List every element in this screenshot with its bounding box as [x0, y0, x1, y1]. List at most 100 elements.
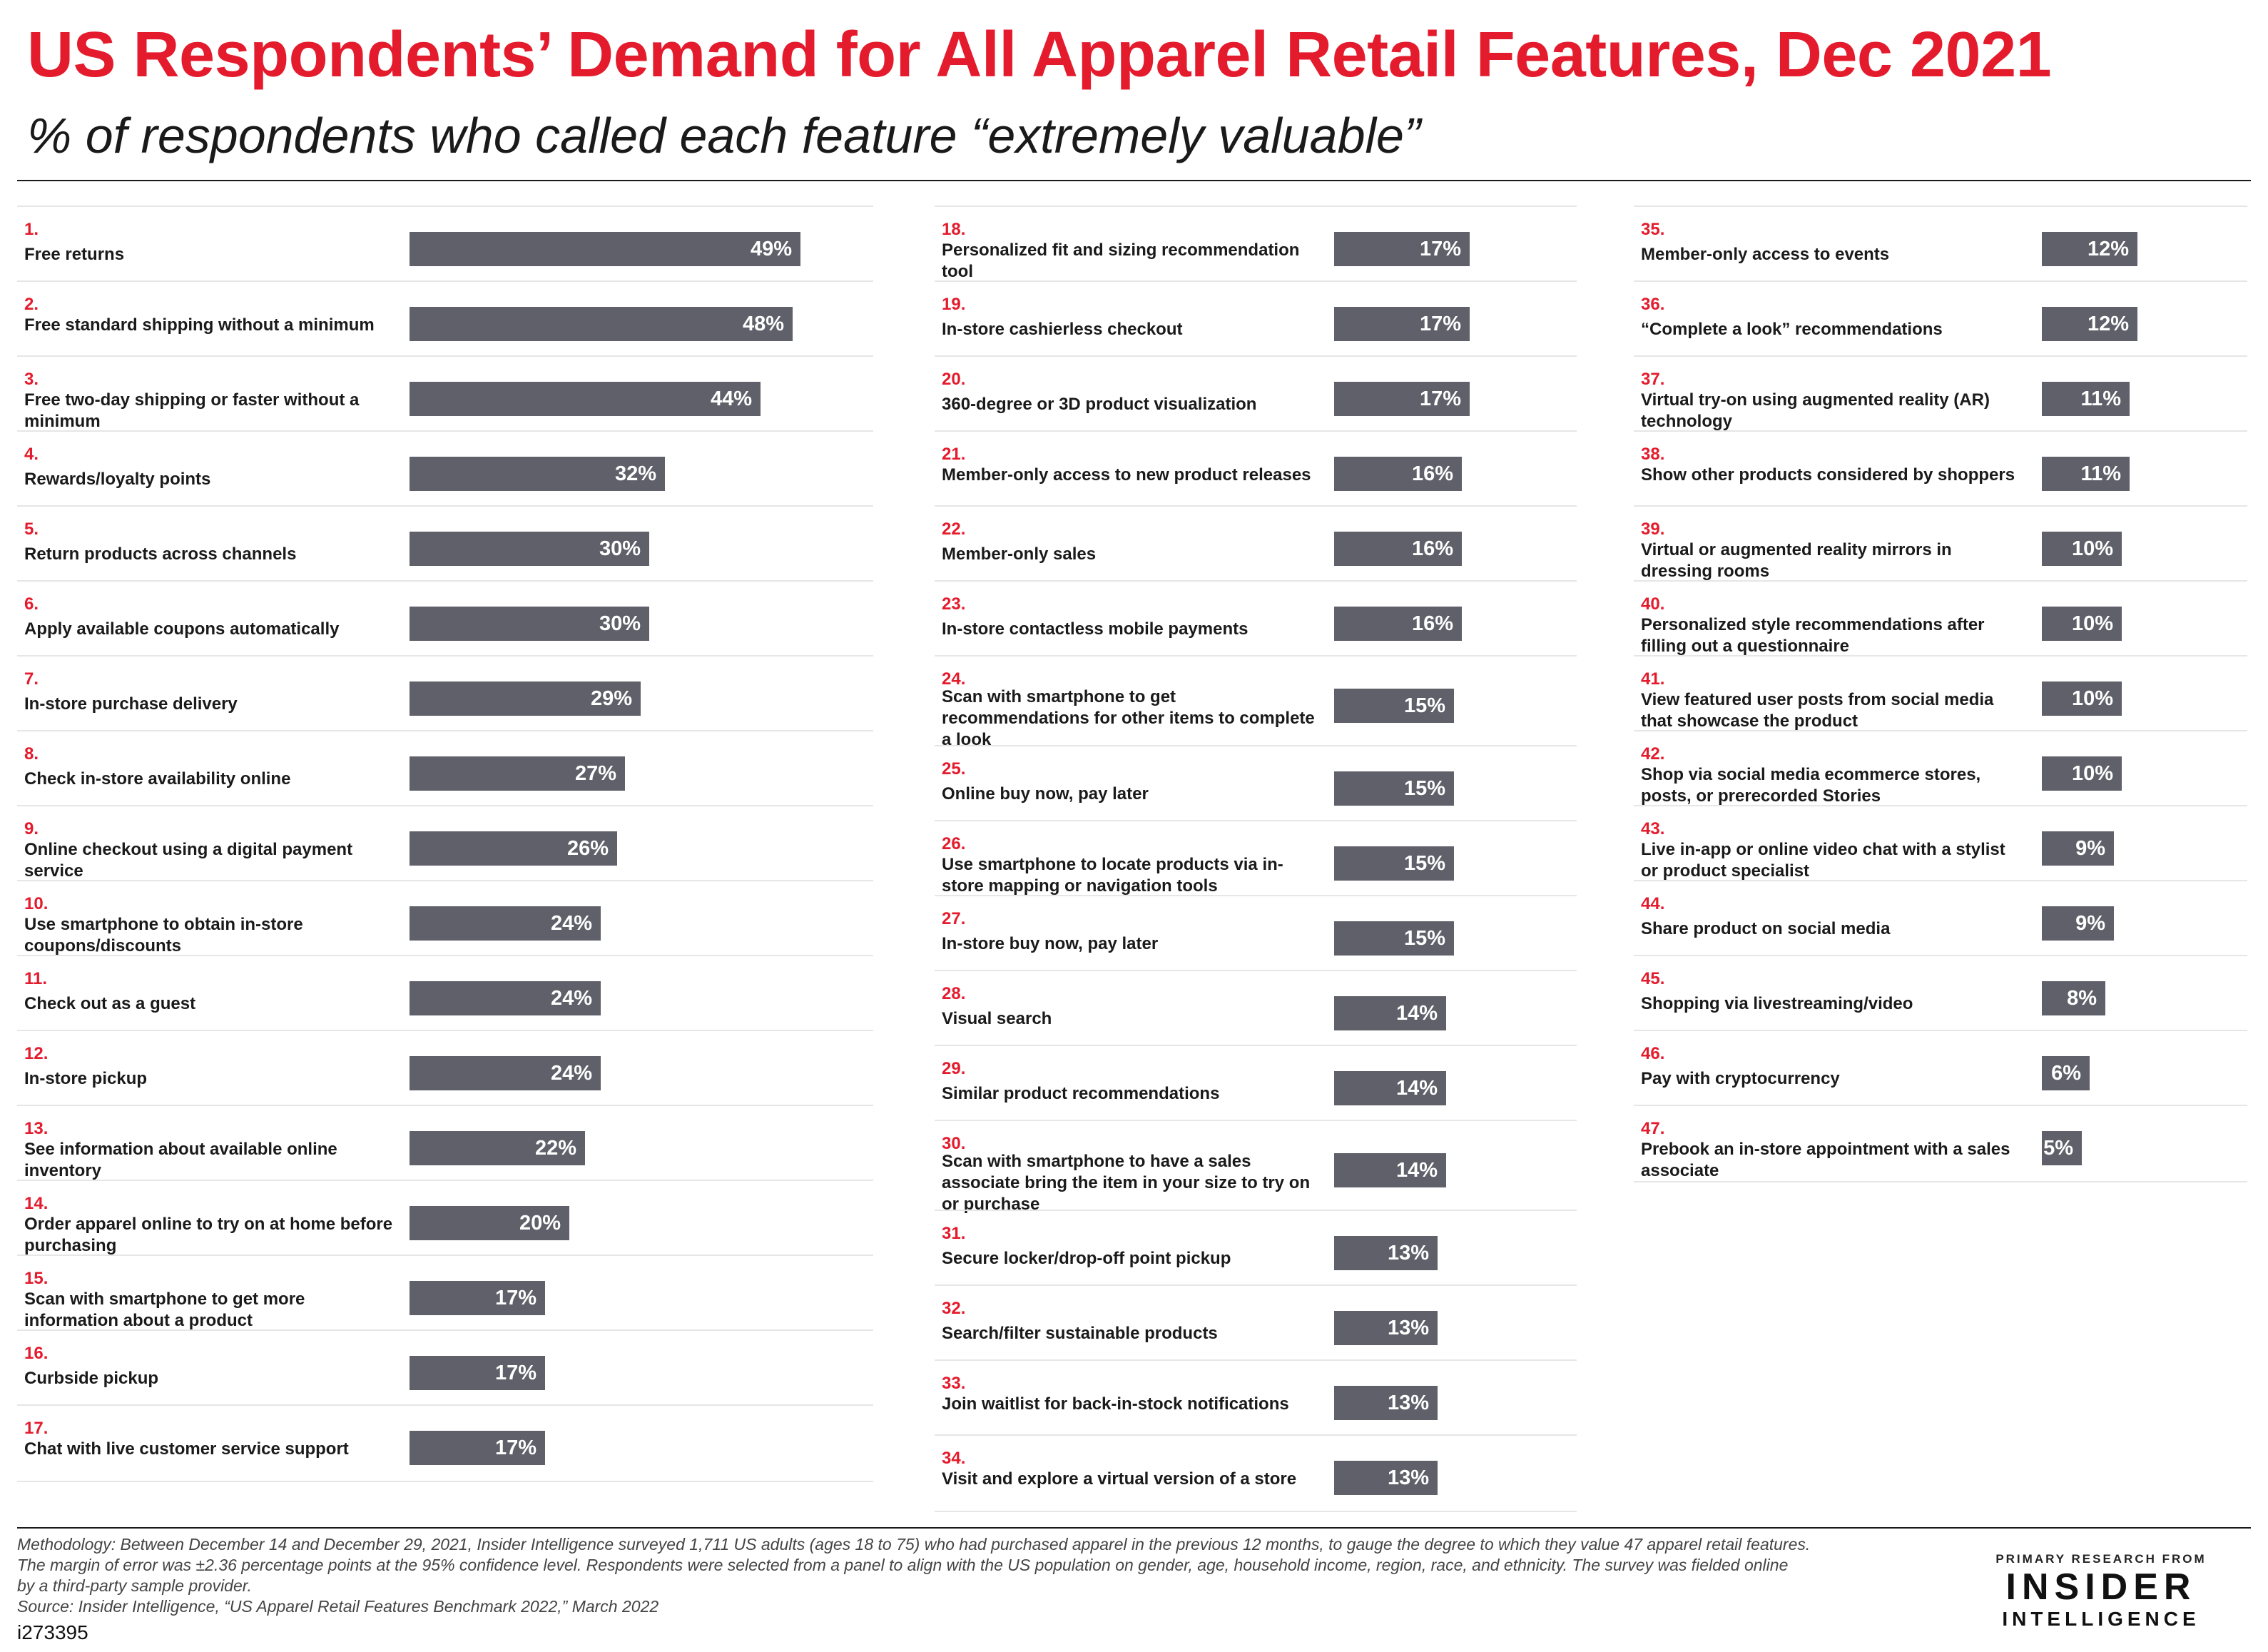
feature-label: In-store purchase delivery	[24, 694, 238, 714]
value-label: 10%	[2071, 537, 2113, 560]
feature-row: 2. Free standard shipping without a minim…	[17, 280, 873, 357]
value-bar: 27%	[410, 756, 625, 791]
feature-row: 47. Prebook an in-store appointment with …	[1634, 1105, 2247, 1182]
feature-row: 37. Virtual try-on using augmented realit…	[1634, 355, 2247, 432]
feature-label: Member-only access to events	[1641, 245, 1890, 264]
brand-name-top: INSIDER	[2005, 1566, 2197, 1608]
value-label: 17%	[494, 1436, 537, 1459]
rank-label: 46.	[1641, 1044, 1665, 1063]
feature-row: 25. Online buy now, pay later 15%	[935, 745, 1577, 821]
feature-row: 11. Check out as a guest 24%	[17, 955, 873, 1031]
feature-row: 38. Show other products considered by sho…	[1634, 430, 2247, 507]
rank-label: 10.	[24, 894, 49, 913]
value-label: 10%	[2071, 612, 2113, 635]
bottom-rule	[17, 1527, 2251, 1529]
value-label: 8%	[2067, 987, 2097, 1010]
top-rule	[17, 180, 2251, 181]
feature-row: 26. Use smartphone to locate products via…	[935, 820, 1577, 896]
feature-row: 30. Scan with smartphone to have a sales …	[935, 1120, 1577, 1214]
rank-label: 23.	[942, 594, 966, 614]
value-bar: 15%	[1334, 846, 1454, 881]
feature-label: Shopping via livestreaming/video	[1641, 994, 1913, 1013]
rank-label: 47.	[1641, 1119, 1665, 1138]
value-label: 11%	[2080, 387, 2121, 410]
value-label: 13%	[1387, 1317, 1429, 1339]
rank-label: 37.	[1641, 370, 1665, 389]
value-bar: 9%	[2042, 906, 2114, 941]
value-bar: 15%	[1334, 689, 1454, 723]
rank-label: 45.	[1641, 969, 1665, 988]
rank-label: 33.	[942, 1374, 966, 1393]
feature-row: 10. Use smartphone to obtain in-store cou…	[17, 880, 873, 956]
rank-label: 27.	[942, 909, 966, 928]
brand-name-bottom: INTELLIGENCE	[2002, 1608, 2200, 1630]
feature-label: Apply available coupons automatically	[24, 619, 340, 639]
rank-label: 21.	[942, 445, 966, 464]
value-bar: 13%	[1334, 1461, 1438, 1495]
feature-label: Personalized fit and sizing recommendati…	[942, 240, 1300, 281]
feature-row: 32. Search/filter sustainable products 13%	[935, 1284, 1577, 1361]
value-bar: 9%	[2042, 831, 2114, 866]
value-bar: 26%	[410, 831, 617, 866]
value-bar: 14%	[1334, 1071, 1446, 1105]
feature-label: Curbside pickup	[24, 1369, 159, 1388]
value-label: 11%	[2080, 462, 2121, 485]
rank-label: 32.	[942, 1299, 966, 1318]
rank-label: 6.	[24, 594, 39, 614]
feature-row: 18. Personalized fit and sizing recommend…	[935, 206, 1577, 282]
rank-label: 35.	[1641, 220, 1665, 239]
value-bar: 17%	[1334, 232, 1470, 266]
value-label: 24%	[550, 987, 592, 1010]
feature-label: Rewards/loyalty points	[24, 470, 211, 489]
value-label: 32%	[614, 462, 656, 485]
rank-label: 17.	[24, 1419, 49, 1438]
feature-label: Scan with smartphone to get more informa…	[24, 1289, 305, 1330]
methodology-line: The margin of error was ±2.36 percentage…	[17, 1556, 1789, 1574]
feature-label: Chat with live customer service support	[24, 1439, 349, 1459]
value-label: 16%	[1411, 537, 1453, 560]
value-bar: 10%	[2042, 607, 2122, 641]
feature-label: Use smartphone to obtain in-store coupon…	[24, 915, 303, 956]
value-bar: 22%	[410, 1131, 585, 1165]
feature-row: 3. Free two-day shipping or faster withou…	[17, 355, 873, 432]
value-label: 17%	[1419, 313, 1461, 335]
value-bar: 12%	[2042, 232, 2137, 266]
value-label: 14%	[1395, 1077, 1438, 1100]
methodology-line: Methodology: Between December 14 and Dec…	[17, 1535, 1811, 1554]
source-line: Source: Insider Intelligence, “US Appare…	[17, 1597, 659, 1616]
rank-label: 43.	[1641, 819, 1665, 838]
value-label: 27%	[574, 762, 616, 785]
feature-row: 34. Visit and explore a virtual version o…	[935, 1434, 1577, 1512]
feature-label: In-store pickup	[24, 1069, 148, 1088]
feature-row: 17. Chat with live customer service suppo…	[17, 1404, 873, 1482]
value-label: 14%	[1395, 1002, 1438, 1025]
rank-label: 14.	[24, 1194, 49, 1213]
value-label: 10%	[2071, 762, 2113, 785]
value-bar: 16%	[1334, 532, 1462, 566]
feature-row: 21. Member-only access to new product rel…	[935, 430, 1577, 507]
value-label: 12%	[2087, 238, 2129, 260]
rank-label: 8.	[24, 744, 39, 764]
rank-label: 19.	[942, 295, 966, 314]
value-bar: 16%	[1334, 607, 1462, 641]
value-bar: 17%	[1334, 307, 1470, 341]
methodology-line: by a third-party sample provider.	[17, 1576, 252, 1595]
feature-row: 39. Virtual or augmented reality mirrors …	[1634, 505, 2247, 582]
rank-label: 4.	[24, 445, 39, 464]
feature-label: View featured user posts from social med…	[1641, 690, 1994, 731]
feature-row: 45. Shopping via livestreaming/video 8%	[1634, 955, 2247, 1031]
value-bar: 24%	[410, 981, 601, 1015]
value-bar: 11%	[2042, 457, 2130, 491]
feature-label: Visit and explore a virtual version of a…	[942, 1469, 1297, 1489]
value-label: 13%	[1387, 1466, 1429, 1489]
rank-label: 7.	[24, 669, 39, 689]
feature-row: 27. In-store buy now, pay later 15%	[935, 895, 1577, 971]
value-label: 30%	[599, 537, 641, 560]
value-bar: 10%	[2042, 532, 2122, 566]
feature-row: 15. Scan with smartphone to get more info…	[17, 1255, 873, 1331]
value-bar: 30%	[410, 532, 649, 566]
rank-label: 25.	[942, 759, 966, 779]
value-bar: 44%	[410, 382, 761, 416]
value-bar: 10%	[2042, 756, 2122, 791]
feature-row: 6. Apply available coupons automatically 3…	[17, 580, 873, 657]
